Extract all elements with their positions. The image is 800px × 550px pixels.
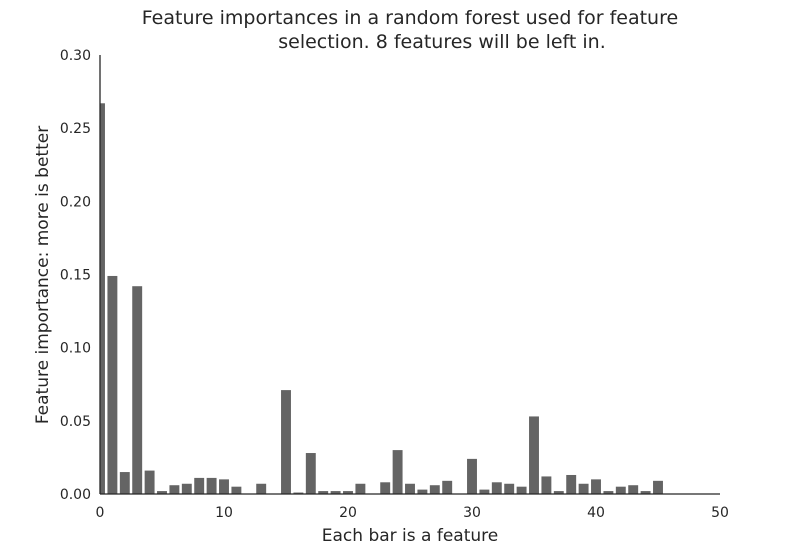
chart-title-line-1: Feature importances in a random forest u…: [142, 7, 678, 29]
bar-feature-18: [318, 491, 329, 494]
bar-feature-40: [591, 479, 601, 494]
bar-feature-37: [553, 491, 564, 494]
x-tick-label: 30: [463, 505, 481, 521]
y-tick-label: 0.30: [60, 48, 91, 64]
y-tick-labels: 0.00 0.05 0.10 0.15 0.20 0.25 0.30: [60, 48, 91, 503]
bar-feature-0: [100, 103, 105, 494]
bar-feature-45: [653, 480, 663, 494]
bar-feature-11: [231, 486, 242, 494]
x-tick-label: 10: [215, 505, 233, 521]
bar-feature-39: [578, 483, 589, 494]
bar-feature-20: [343, 491, 353, 494]
bar-feature-8: [194, 477, 205, 494]
bar-series: [100, 103, 663, 494]
bar-feature-38: [566, 474, 577, 494]
bar-feature-32: [491, 482, 502, 494]
y-tick-label: 0.10: [60, 341, 91, 357]
bar-feature-1: [107, 275, 118, 494]
bar-feature-15: [281, 390, 291, 494]
x-tick-labels: 0 10 20 30 40 50: [96, 505, 729, 521]
y-tick-label: 0.00: [60, 487, 91, 503]
bar-feature-42: [615, 486, 626, 494]
y-tick-label: 0.25: [60, 121, 91, 137]
bar-feature-30: [467, 458, 477, 494]
bar-feature-44: [640, 491, 651, 494]
x-axis-label: Each bar is a feature: [322, 526, 498, 546]
bar-feature-21: [355, 483, 366, 494]
x-tick-label: 0: [96, 505, 105, 521]
bar-feature-36: [541, 476, 552, 494]
bar-feature-28: [442, 480, 453, 494]
bar-feature-9: [206, 477, 217, 494]
y-tick-label: 0.05: [60, 414, 91, 430]
bar-feature-27: [429, 485, 440, 494]
bar-feature-31: [479, 489, 490, 494]
bar-feature-26: [417, 489, 428, 494]
bar-feature-34: [516, 486, 527, 494]
y-tick-label: 0.20: [60, 194, 91, 210]
bar-feature-4: [144, 470, 155, 494]
bar-feature-5: [157, 491, 167, 494]
bar-feature-23: [380, 482, 391, 494]
y-axis-label: Feature importance: more is better: [33, 126, 53, 424]
bar-feature-7: [181, 483, 192, 494]
bar-feature-10: [219, 479, 229, 494]
bar-feature-24: [392, 450, 403, 494]
bar-feature-43: [628, 485, 639, 494]
bar-feature-6: [169, 485, 180, 494]
bar-feature-25: [405, 483, 415, 494]
bar-feature-35: [529, 416, 539, 494]
bar-feature-33: [504, 483, 515, 494]
x-tick-label: 20: [339, 505, 357, 521]
chart-title-line-2: selection. 8 features will be left in.: [278, 31, 606, 53]
bar-feature-17: [305, 453, 316, 494]
x-tick-label: 50: [711, 505, 729, 521]
bar-feature-3: [132, 286, 143, 494]
bar-feature-2: [119, 472, 130, 494]
bar-feature-13: [256, 483, 267, 494]
x-tick-label: 40: [587, 505, 605, 521]
y-tick-label: 0.15: [60, 268, 91, 284]
bar-feature-41: [603, 491, 614, 494]
bar-feature-19: [330, 491, 341, 494]
bar-feature-16: [293, 492, 304, 494]
